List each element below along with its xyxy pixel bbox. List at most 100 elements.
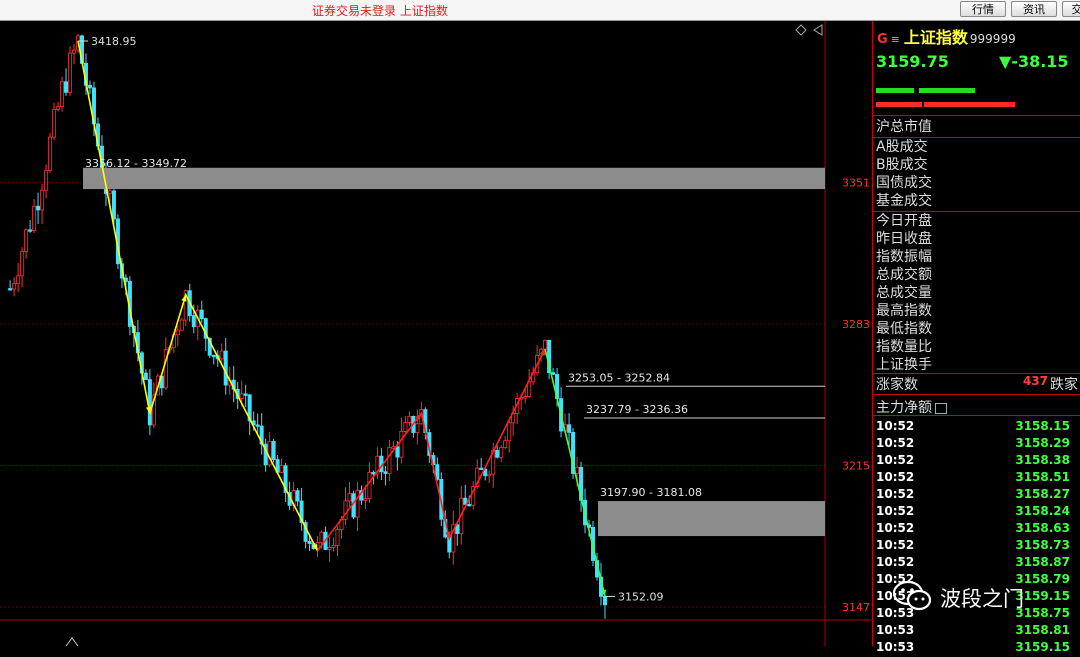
tick-price: 3158.63 <box>1015 521 1070 535</box>
price-chart[interactable]: 3351 3283 3215 3147 3356.12 - 3349.72 3253.0… <box>0 21 872 646</box>
tick-time: 10:53 <box>876 640 915 654</box>
quote-panel: G ≡ 上证指数 999999 3159.75 ▼-38.15 沪总市值 A股成交 B… <box>872 21 1080 654</box>
candle-body <box>207 337 212 356</box>
candle-body <box>467 504 472 507</box>
candle-body <box>455 524 460 535</box>
tick-price: 3158.75 <box>1015 606 1070 620</box>
candle-body <box>211 354 216 358</box>
current-price: 3159.75 <box>876 52 949 71</box>
field-funds: 基金成交 <box>876 193 932 209</box>
zone-label: 3197.90 - 3181.08 <box>600 486 702 499</box>
candle-body <box>60 81 65 108</box>
chart-labels: 3418.95 3152.09 <box>78 35 664 603</box>
candle-body <box>28 229 33 232</box>
top-toolbar: 证券交易未登录 上证指数 行情 资讯 交 <box>0 0 1080 21</box>
candle-body <box>387 447 392 474</box>
candle-body <box>24 229 29 252</box>
candle-body <box>403 422 408 432</box>
tick-row: 10:52 3158.51 <box>876 470 1076 487</box>
candle-body <box>20 250 25 277</box>
tick-time: 10:52 <box>876 555 915 569</box>
index-header: G ≡ 上证指数 999999 <box>877 24 1016 48</box>
price-zone-box <box>598 501 825 537</box>
candle-body <box>199 309 204 320</box>
candle-body <box>279 465 284 473</box>
candle-body <box>295 490 300 502</box>
price-change: ▼-38.15 <box>999 52 1069 71</box>
candle-body <box>72 49 77 54</box>
candle-body <box>203 318 208 339</box>
candle-body <box>299 500 304 523</box>
watermark-text: 波段之门 <box>940 587 1024 611</box>
market-button[interactable]: 行情 <box>960 1 1006 17</box>
field-volume: 总成交量 <box>876 285 932 301</box>
rise-count-label: 涨家数 <box>876 377 918 393</box>
chart-grid: 3351 3283 3215 3147 <box>0 21 872 646</box>
tick-time: 10:52 <box>876 538 915 552</box>
main-net-row[interactable]: 主力净额 <box>876 397 947 417</box>
candle-body <box>335 529 340 546</box>
info-button[interactable]: 资讯 <box>1011 1 1057 17</box>
tick-price: 3159.15 <box>1015 589 1070 603</box>
index-name: 上证指数 <box>903 28 968 47</box>
tick-row: 10:52 3158.15 <box>876 419 1076 436</box>
chart-corner-icons[interactable] <box>795 24 823 36</box>
price-zones: 3356.12 - 3349.72 3253.05 - 3252.84 3237.7… <box>83 157 825 537</box>
divider <box>873 211 1080 212</box>
candle-body <box>571 431 576 474</box>
tick-price: 3158.51 <box>1015 470 1070 484</box>
volume-bar <box>924 102 1015 107</box>
field-open: 今日开盘 <box>876 213 932 229</box>
candle-body <box>191 315 196 328</box>
expand-box-icon[interactable] <box>935 402 947 414</box>
candle-body <box>40 189 45 211</box>
fall-count: 437 <box>1022 374 1048 388</box>
fall-count-label: 跌家 <box>1050 377 1078 393</box>
wave-arrowhead <box>539 348 546 356</box>
field-low: 最低指数 <box>876 321 932 337</box>
candle-body <box>32 205 37 231</box>
wave-arrowhead <box>145 406 152 414</box>
tick-price: 3158.38 <box>1015 453 1070 467</box>
low-label: 3152.09 <box>618 590 664 603</box>
diamond-icon <box>795 24 807 36</box>
candle-body <box>48 136 53 171</box>
field-bonds: 国债成交 <box>876 175 932 191</box>
tick-row: 10:52 3158.24 <box>876 504 1076 521</box>
trade-button[interactable]: 交 <box>1062 1 1080 17</box>
candle-body <box>375 455 380 475</box>
candle-body <box>12 283 17 290</box>
tick-time: 10:52 <box>876 487 915 501</box>
candle-body <box>319 531 324 544</box>
candle-body <box>151 394 156 426</box>
tick-price: 3158.27 <box>1015 487 1070 501</box>
tick-row: 10:52 3158.63 <box>876 521 1076 538</box>
candle-body <box>307 540 312 544</box>
watermark: 波段之门 <box>892 576 1072 616</box>
candle-body <box>8 288 13 291</box>
tick-time: 10:52 <box>876 504 915 518</box>
zone-label: 3253.05 - 3252.84 <box>568 371 670 384</box>
candle-body <box>567 424 572 433</box>
zone-label: 3356.12 - 3349.72 <box>85 157 187 170</box>
candle-body <box>543 339 548 350</box>
total-market-value-label: 沪总市值 <box>876 119 932 135</box>
tick-row: 10:52 3158.27 <box>876 487 1076 504</box>
tick-time: 10:52 <box>876 419 915 433</box>
tick-price: 3159.15 <box>1015 640 1070 654</box>
candle-body <box>16 275 21 285</box>
tick-time: 10:52 <box>876 470 915 484</box>
divider <box>873 415 1080 416</box>
candle-body <box>271 440 276 460</box>
candle-body <box>179 319 184 331</box>
menu-icon[interactable]: ≡ <box>890 33 900 46</box>
zone-label: 3237.79 - 3236.36 <box>586 403 688 416</box>
candle-body <box>64 81 69 93</box>
wave-arrowhead <box>445 531 451 539</box>
tick-row: 10:53 3159.15 <box>876 640 1076 657</box>
candle-body <box>395 446 400 458</box>
field-prev-close: 昨日收盘 <box>876 231 932 247</box>
candle-body <box>259 425 264 445</box>
candle-body <box>107 190 112 194</box>
wechat-icon <box>892 580 932 611</box>
